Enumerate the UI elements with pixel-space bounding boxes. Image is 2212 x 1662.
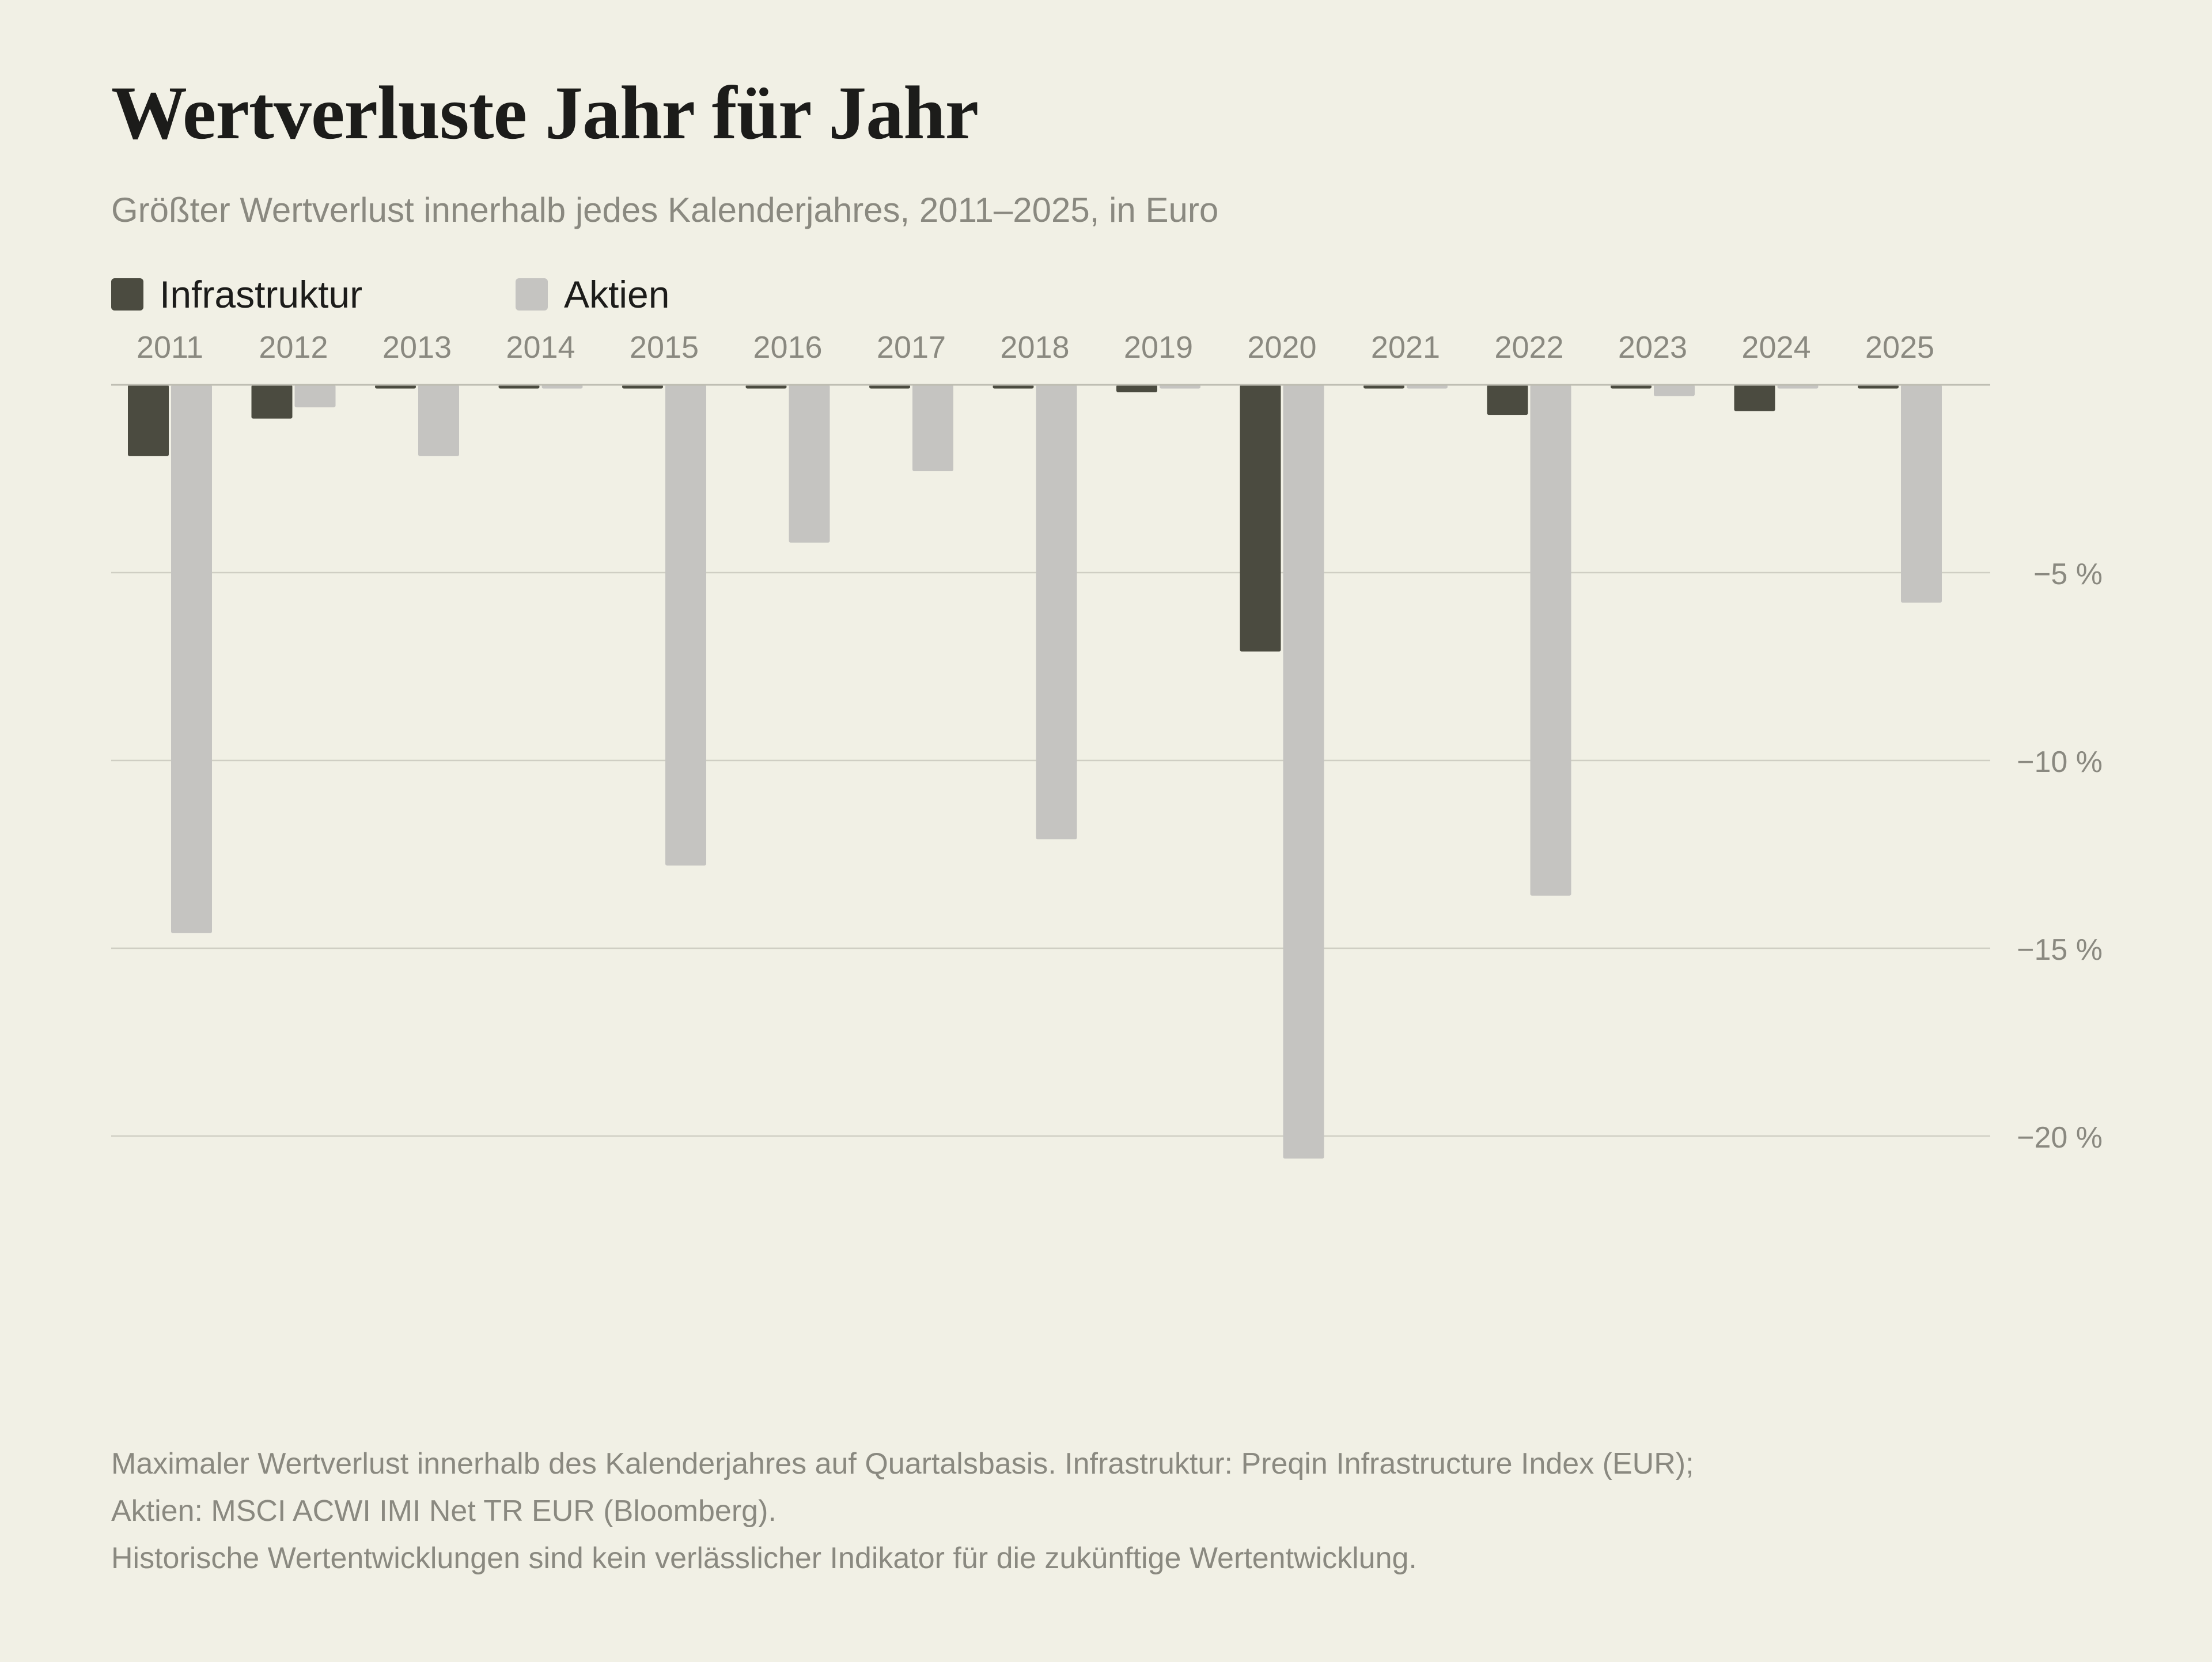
bar-aktien-2020 — [1283, 385, 1324, 1159]
legend-item-aktien: Aktien — [516, 274, 669, 315]
x-tick-label: 2024 — [1741, 330, 1810, 365]
bar-infrastruktur-2025 — [1858, 385, 1899, 389]
x-tick-label: 2012 — [259, 330, 328, 365]
x-tick-label: 2019 — [1124, 330, 1193, 365]
footnote: Maximaler Wertverlust innerhalb des Kale… — [111, 1440, 2099, 1582]
y-tick-label: −5 % — [2033, 558, 2103, 591]
bar-aktien-2016 — [789, 385, 830, 543]
x-tick-label: 2022 — [1494, 330, 1563, 365]
bar-aktien-2023 — [1654, 385, 1695, 396]
legend-swatch-infrastruktur — [111, 278, 143, 311]
bar-infrastruktur-2016 — [745, 385, 787, 389]
x-tick-label: 2020 — [1247, 330, 1316, 365]
bar-infrastruktur-2019 — [1116, 385, 1157, 393]
chart-title: Wertverluste Jahr für Jahr — [111, 70, 979, 155]
x-tick-label: 2021 — [1371, 330, 1440, 365]
x-tick-label: 2016 — [753, 330, 822, 365]
bar-aktien-2011 — [171, 385, 212, 933]
bar-infrastruktur-2021 — [1363, 385, 1404, 389]
y-tick-label: −20 % — [2017, 1121, 2103, 1154]
bar-aktien-2013 — [418, 385, 459, 456]
bar-infrastruktur-2022 — [1487, 385, 1528, 415]
bar-infrastruktur-2011 — [128, 385, 169, 456]
bar-infrastruktur-2015 — [622, 385, 663, 389]
bar-aktien-2015 — [665, 385, 706, 866]
bar-aktien-2024 — [1777, 385, 1819, 389]
bar-infrastruktur-2024 — [1734, 385, 1775, 411]
bar-infrastruktur-2020 — [1240, 385, 1281, 652]
bar-chart: −5 % −10 % −15 % −20 % 2011 2012 2013 2014 2015 2… — [111, 330, 2103, 1159]
bar-aktien-2014 — [541, 385, 583, 389]
bar-infrastruktur-2018 — [993, 385, 1034, 389]
chart-subtitle: Größter Wertverlust innerhalb jedes Kale… — [111, 191, 1219, 229]
legend-swatch-aktien — [516, 278, 548, 311]
bar-aktien-2017 — [912, 385, 953, 471]
x-tick-label: 2018 — [1000, 330, 1069, 365]
x-tick-label: 2023 — [1618, 330, 1687, 365]
bar-infrastruktur-2017 — [869, 385, 910, 389]
legend-label-infrastruktur: Infrastruktur — [160, 273, 363, 316]
x-tick-label: 2025 — [1865, 330, 1934, 365]
legend-label-aktien: Aktien — [564, 273, 670, 316]
y-tick-label: −15 % — [2017, 933, 2103, 967]
legend-item-infrastruktur: Infrastruktur — [111, 274, 362, 315]
x-tick-label: 2011 — [137, 330, 203, 365]
bar-aktien-2018 — [1036, 385, 1077, 839]
bar-aktien-2022 — [1530, 385, 1571, 896]
bar-aktien-2025 — [1901, 385, 1942, 603]
x-tick-label: 2015 — [630, 330, 699, 365]
footnote-line-3: Historische Wertentwicklungen sind kein … — [111, 1542, 1417, 1575]
bar-infrastruktur-2012 — [251, 385, 293, 419]
footnote-line-1: Maximaler Wertverlust innerhalb des Kale… — [111, 1447, 1694, 1481]
y-tick-label: −10 % — [2017, 745, 2103, 779]
x-tick-label: 2014 — [506, 330, 575, 365]
bar-infrastruktur-2013 — [375, 385, 416, 389]
bar-aktien-2019 — [1160, 385, 1200, 389]
x-tick-label: 2013 — [382, 330, 452, 365]
bar-aktien-2021 — [1407, 385, 1448, 389]
x-tick-label: 2017 — [877, 330, 946, 365]
footnote-line-2: Aktien: MSCI ACWI IMI Net TR EUR (Bloomb… — [111, 1494, 777, 1528]
bar-infrastruktur-2023 — [1611, 385, 1652, 389]
bar-aktien-2012 — [294, 385, 336, 408]
bar-infrastruktur-2014 — [498, 385, 540, 389]
